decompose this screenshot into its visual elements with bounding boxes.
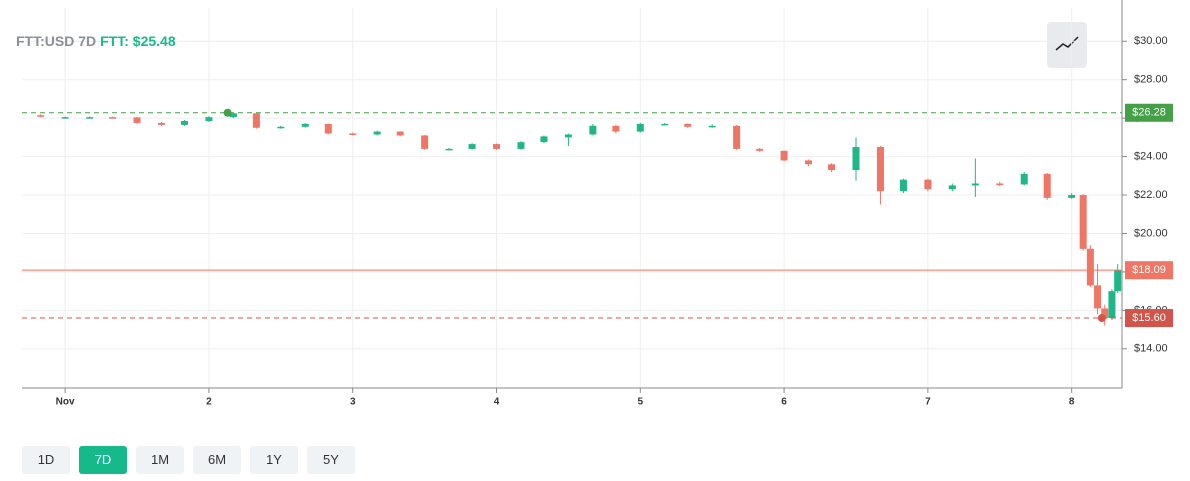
price-label-box [1125, 261, 1173, 280]
candle-body [756, 148, 764, 151]
candle-body [636, 123, 644, 132]
candle-body [876, 146, 884, 192]
chart-header: FTT:USD 7D FTT: $25.48 [16, 33, 176, 49]
candle-body [421, 135, 429, 149]
candle-body [708, 125, 716, 128]
y-tick-label: $30.00 [1134, 35, 1168, 47]
candle-body [1068, 195, 1076, 198]
candle-body [157, 122, 165, 125]
candle-body [468, 144, 476, 149]
range-button[interactable]: 1M [136, 446, 184, 474]
candle-body [899, 179, 907, 192]
y-tick-label: $24.00 [1134, 150, 1168, 162]
price-label-box [1125, 103, 1173, 122]
candle-body [252, 113, 260, 128]
candle-body [61, 117, 69, 119]
icon-glyph[interactable] [1055, 36, 1079, 51]
candle-body [396, 131, 404, 136]
candle-body [37, 115, 45, 117]
candle-body [180, 121, 188, 125]
candle-body [805, 160, 813, 165]
range-button[interactable]: 6M [193, 446, 241, 474]
candle-body [349, 133, 357, 136]
candle-body [1101, 308, 1109, 319]
candle-body [1108, 291, 1116, 319]
candle-body [971, 183, 979, 186]
candle-body [109, 117, 117, 119]
candle-body [684, 123, 692, 127]
extreme-marker [223, 108, 232, 117]
x-tick-label: Nov [56, 397, 75, 408]
candle-body [852, 146, 860, 171]
candle-body [1043, 173, 1051, 198]
price-label: $18.09 [1132, 264, 1166, 276]
candle-body [780, 150, 788, 161]
y-tick-label: $22.00 [1134, 189, 1168, 201]
candle-body [133, 117, 141, 123]
x-tick-label: 4 [494, 397, 500, 408]
candle-body [1086, 248, 1094, 286]
icon-bg[interactable] [1047, 22, 1087, 68]
chart-style-button[interactable] [1047, 22, 1087, 68]
candle-body [517, 142, 525, 149]
extreme-marker [1097, 314, 1106, 323]
candle-body [324, 123, 332, 134]
x-tick-label: 3 [350, 397, 356, 408]
y-tick-label: $20.00 [1134, 227, 1168, 239]
candle-body [277, 126, 285, 129]
candle-body [540, 136, 548, 143]
x-tick-label: 5 [638, 397, 644, 408]
candle-body [924, 179, 932, 190]
candle-body [948, 185, 956, 190]
candle-body [612, 125, 620, 132]
candle-body [661, 123, 669, 126]
chart: $14.00$16.00$18.00$20.00$22.00$24.00$26.… [22, 0, 1173, 408]
candle-body [589, 125, 597, 135]
candle-body [1079, 195, 1087, 249]
x-tick-label: 7 [925, 397, 931, 408]
price-label-box [1125, 309, 1173, 328]
range-button[interactable]: 1D [22, 446, 70, 474]
candle-body [445, 148, 453, 151]
x-tick-label: 8 [1069, 397, 1075, 408]
candle-body [1094, 285, 1102, 309]
x-tick-label: 6 [781, 397, 787, 408]
candle-body [86, 117, 94, 119]
x-tick-label: 2 [206, 397, 212, 408]
y-tick-label: $14.00 [1134, 343, 1168, 355]
candle-body [205, 117, 213, 122]
range-button[interactable]: 1Y [250, 446, 298, 474]
candle-body [1114, 270, 1122, 292]
price-label: $26.28 [1132, 107, 1166, 119]
grid [22, 8, 1122, 388]
candle-body [493, 144, 501, 149]
candle-body [373, 131, 381, 135]
range-button[interactable]: 5Y [307, 446, 355, 474]
candle-body [301, 123, 309, 127]
candle-body [229, 113, 237, 118]
chart-title: FTT:USD 7D [16, 33, 97, 49]
range-buttons: 1D 7D 1M 6M 1Y 5Y [22, 446, 355, 474]
candle-body [996, 183, 1004, 185]
range-button[interactable]: 7D [79, 446, 127, 474]
chart-price: FTT: $25.48 [100, 33, 176, 49]
candle-body [828, 164, 836, 171]
price-label: $15.60 [1132, 312, 1166, 324]
candle-body [564, 134, 572, 138]
candle-body [733, 125, 741, 149]
candle-body [1020, 173, 1028, 185]
y-tick-label: $28.00 [1134, 74, 1168, 86]
